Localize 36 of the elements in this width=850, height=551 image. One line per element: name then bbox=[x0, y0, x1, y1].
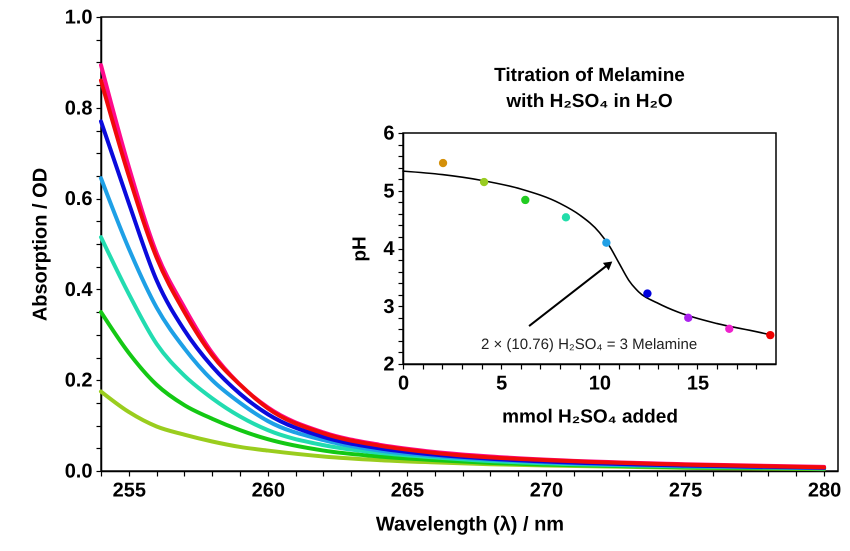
y-tick-label: 3 bbox=[383, 296, 394, 318]
point bbox=[562, 213, 570, 222]
y-tick-label: 1.0 bbox=[64, 6, 92, 28]
y-tick-label: 0.2 bbox=[64, 370, 92, 392]
chart-title: Titration of Melamine with H₂SO₄ in H₂O bbox=[494, 65, 685, 112]
x-tick-label: 5 bbox=[496, 372, 508, 394]
x-axis-title: mmol H₂SO₄ added bbox=[502, 406, 678, 428]
y-tick-label: 0.6 bbox=[64, 188, 92, 210]
x-tick-label: 255 bbox=[112, 480, 146, 502]
x-tick-label: 275 bbox=[668, 480, 702, 502]
y-tick-label: 6 bbox=[383, 122, 394, 144]
point bbox=[766, 330, 774, 340]
point bbox=[725, 324, 734, 333]
y-tick-label: 2 bbox=[383, 354, 394, 376]
y-tick-label: 0.8 bbox=[64, 97, 92, 120]
y-tick-label: 0.0 bbox=[64, 460, 92, 482]
annotation: 2 × (10.76) H₂SO₄ = 3 Melamine bbox=[480, 336, 698, 354]
x-tick-label: 0 bbox=[398, 372, 410, 394]
point bbox=[602, 238, 611, 247]
y-axis-title: Absorption / OD bbox=[30, 168, 52, 322]
x-tick-label: 280 bbox=[808, 480, 842, 502]
point bbox=[521, 196, 530, 204]
point bbox=[438, 158, 448, 168]
x-tick-label: 260 bbox=[252, 480, 286, 502]
y-tick-label: 0.4 bbox=[64, 278, 94, 301]
point bbox=[643, 289, 652, 298]
x-tick-label: 15 bbox=[686, 372, 710, 394]
y-tick-label: 4 bbox=[383, 238, 396, 260]
x-axis-title: Wavelength (λ) / nm bbox=[376, 514, 564, 536]
x-tick-label: 265 bbox=[390, 480, 424, 502]
x-tick-label: 270 bbox=[530, 480, 564, 502]
y-axis-title: pH bbox=[349, 236, 370, 262]
point bbox=[684, 314, 692, 322]
point bbox=[480, 178, 488, 186]
x-tick-label: 10 bbox=[588, 372, 611, 394]
y-tick-label: 5 bbox=[383, 180, 394, 202]
